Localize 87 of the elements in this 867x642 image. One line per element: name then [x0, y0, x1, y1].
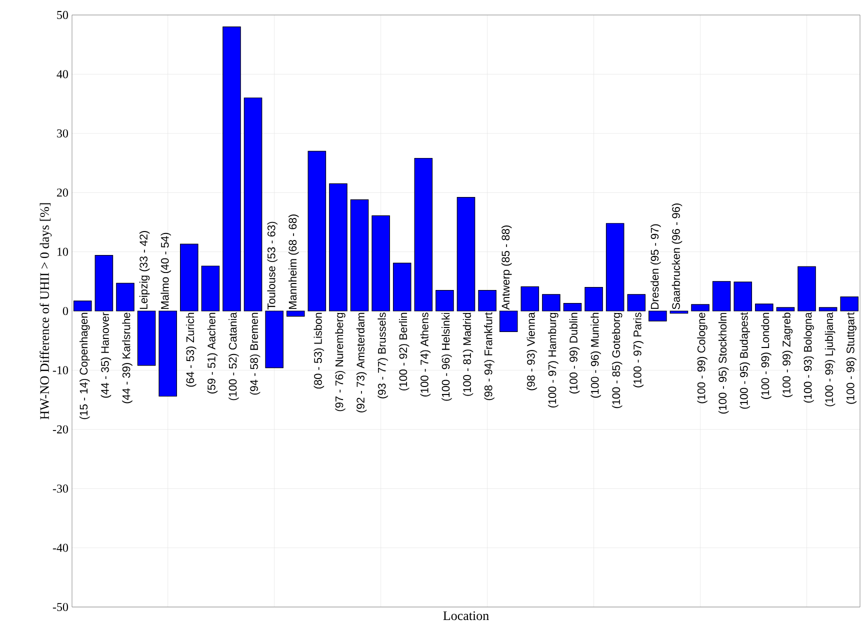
x-tick-label: (93 - 77) Brussels — [378, 312, 388, 398]
bar — [137, 310, 156, 366]
bar — [776, 307, 795, 312]
y-tick-label: -10 — [52, 366, 68, 374]
x-tick-label: (94 - 58) Bremen — [250, 312, 260, 395]
y-tick-label: 40 — [56, 70, 68, 78]
x-tick-label: Leipzig (33 - 42) — [139, 231, 150, 309]
x-tick-label: (80 - 53) Lisbon — [314, 312, 324, 389]
bar — [158, 310, 177, 397]
bar — [563, 302, 582, 312]
x-tick-label: (100 - 93) Bologna — [804, 312, 814, 403]
x-tick-label: (15 - 14) Copenhagen — [80, 312, 90, 420]
x-tick-label: (100 - 92) Berlin — [398, 312, 410, 390]
x-tick-label: Saarbrucken (96 - 96) — [672, 204, 682, 310]
bar — [286, 310, 305, 317]
y-tick-label: 30 — [57, 129, 68, 138]
bar — [755, 304, 774, 312]
bar — [627, 294, 646, 312]
x-tick-label: (98 - 93) Vienna — [526, 312, 538, 390]
bar — [201, 266, 220, 312]
bar — [94, 255, 114, 312]
y-tick-label: 10 — [58, 248, 68, 256]
bar — [734, 282, 752, 312]
x-tick-label: (100 - 85) Goteborg — [612, 312, 622, 408]
x-tick-label: Dresden (95 - 97) — [650, 224, 661, 309]
x-tick-label: (64 - 53) Zurich — [186, 312, 196, 387]
y-tick-label: 50 — [57, 10, 68, 20]
bar — [180, 244, 198, 312]
bar — [372, 215, 390, 312]
x-tick-label: (100 - 99) Zagreb — [782, 312, 793, 398]
x-tick-label: Antwerp (85 - 88) — [501, 226, 512, 310]
bar — [606, 223, 624, 312]
bar — [691, 304, 710, 312]
x-tick-label: (100 - 96) Helsinki — [442, 312, 452, 401]
x-tick-label: Mannheim (68 - 68) — [288, 214, 299, 309]
y-axis-title: HW-NO Difference of UHII > 0 days [%] — [40, 203, 52, 420]
x-tick-label: (100 - 99) London — [761, 312, 772, 399]
x-tick-label: Toulouse (53 - 63) — [267, 222, 278, 310]
x-tick-label: (100 - 74) Athens — [420, 312, 431, 396]
x-tick-label: (44 - 35) Hanover — [100, 312, 112, 398]
x-tick-label: (98 - 94) Frankfurt — [484, 312, 494, 400]
x-tick-label: (100 - 98) Stuttgart — [846, 312, 856, 404]
bar — [414, 158, 433, 312]
x-tick-label: (59 - 51) Aachen — [207, 312, 218, 394]
bar — [222, 26, 241, 312]
bar — [456, 197, 476, 312]
y-tick-label: 20 — [57, 188, 68, 197]
bar — [74, 300, 92, 312]
bar — [670, 310, 688, 314]
y-tick-label: 0 — [62, 306, 68, 316]
bar — [392, 262, 412, 312]
bar — [648, 310, 667, 322]
x-axis-title: Location — [443, 611, 489, 620]
y-tick-label: -30 — [52, 484, 68, 493]
y-tick-label: -40 — [52, 544, 68, 552]
x-tick-label: (100 - 99) Ljubljana — [824, 312, 836, 406]
bar — [265, 310, 284, 368]
bar — [116, 282, 134, 312]
x-tick-label: (44 - 39) Karlsruhe — [122, 312, 132, 404]
bar — [329, 183, 348, 312]
bar — [308, 150, 326, 312]
bar — [478, 290, 496, 312]
bar — [520, 286, 540, 312]
x-tick-label: (100 - 95) Stockholm — [718, 312, 729, 414]
x-tick-label: (97 - 76) Nuremberg — [335, 312, 346, 412]
x-tick-label: (100 - 97) Hamburg — [548, 312, 558, 408]
x-tick-label: (100 - 81) Madrid — [462, 312, 474, 396]
x-tick-label: Malmo (40 - 54) — [160, 232, 171, 309]
bar — [244, 98, 262, 312]
y-tick-label: -20 — [52, 425, 68, 434]
x-tick-label: (100 - 99) Cologne — [697, 312, 708, 404]
x-tick-label: (100 - 52) Catania — [228, 312, 239, 400]
bar — [542, 294, 560, 312]
x-tick-label: (100 - 97) Paris — [633, 312, 644, 388]
bar — [840, 296, 858, 312]
x-tick-label: (100 - 96) Munich — [590, 312, 601, 398]
x-tick-label: (100 - 95) Budapest — [740, 312, 750, 409]
x-tick-label: (92 - 73) Amsterdam — [356, 312, 367, 412]
bar — [798, 266, 816, 312]
y-tick-label: -50 — [52, 602, 68, 612]
bar — [584, 287, 603, 312]
bar — [818, 307, 838, 312]
x-tick-label: (100 - 99) Dublin — [569, 312, 580, 394]
bar — [436, 290, 454, 312]
bar — [350, 199, 369, 312]
bar — [499, 310, 518, 332]
bar — [712, 281, 731, 312]
